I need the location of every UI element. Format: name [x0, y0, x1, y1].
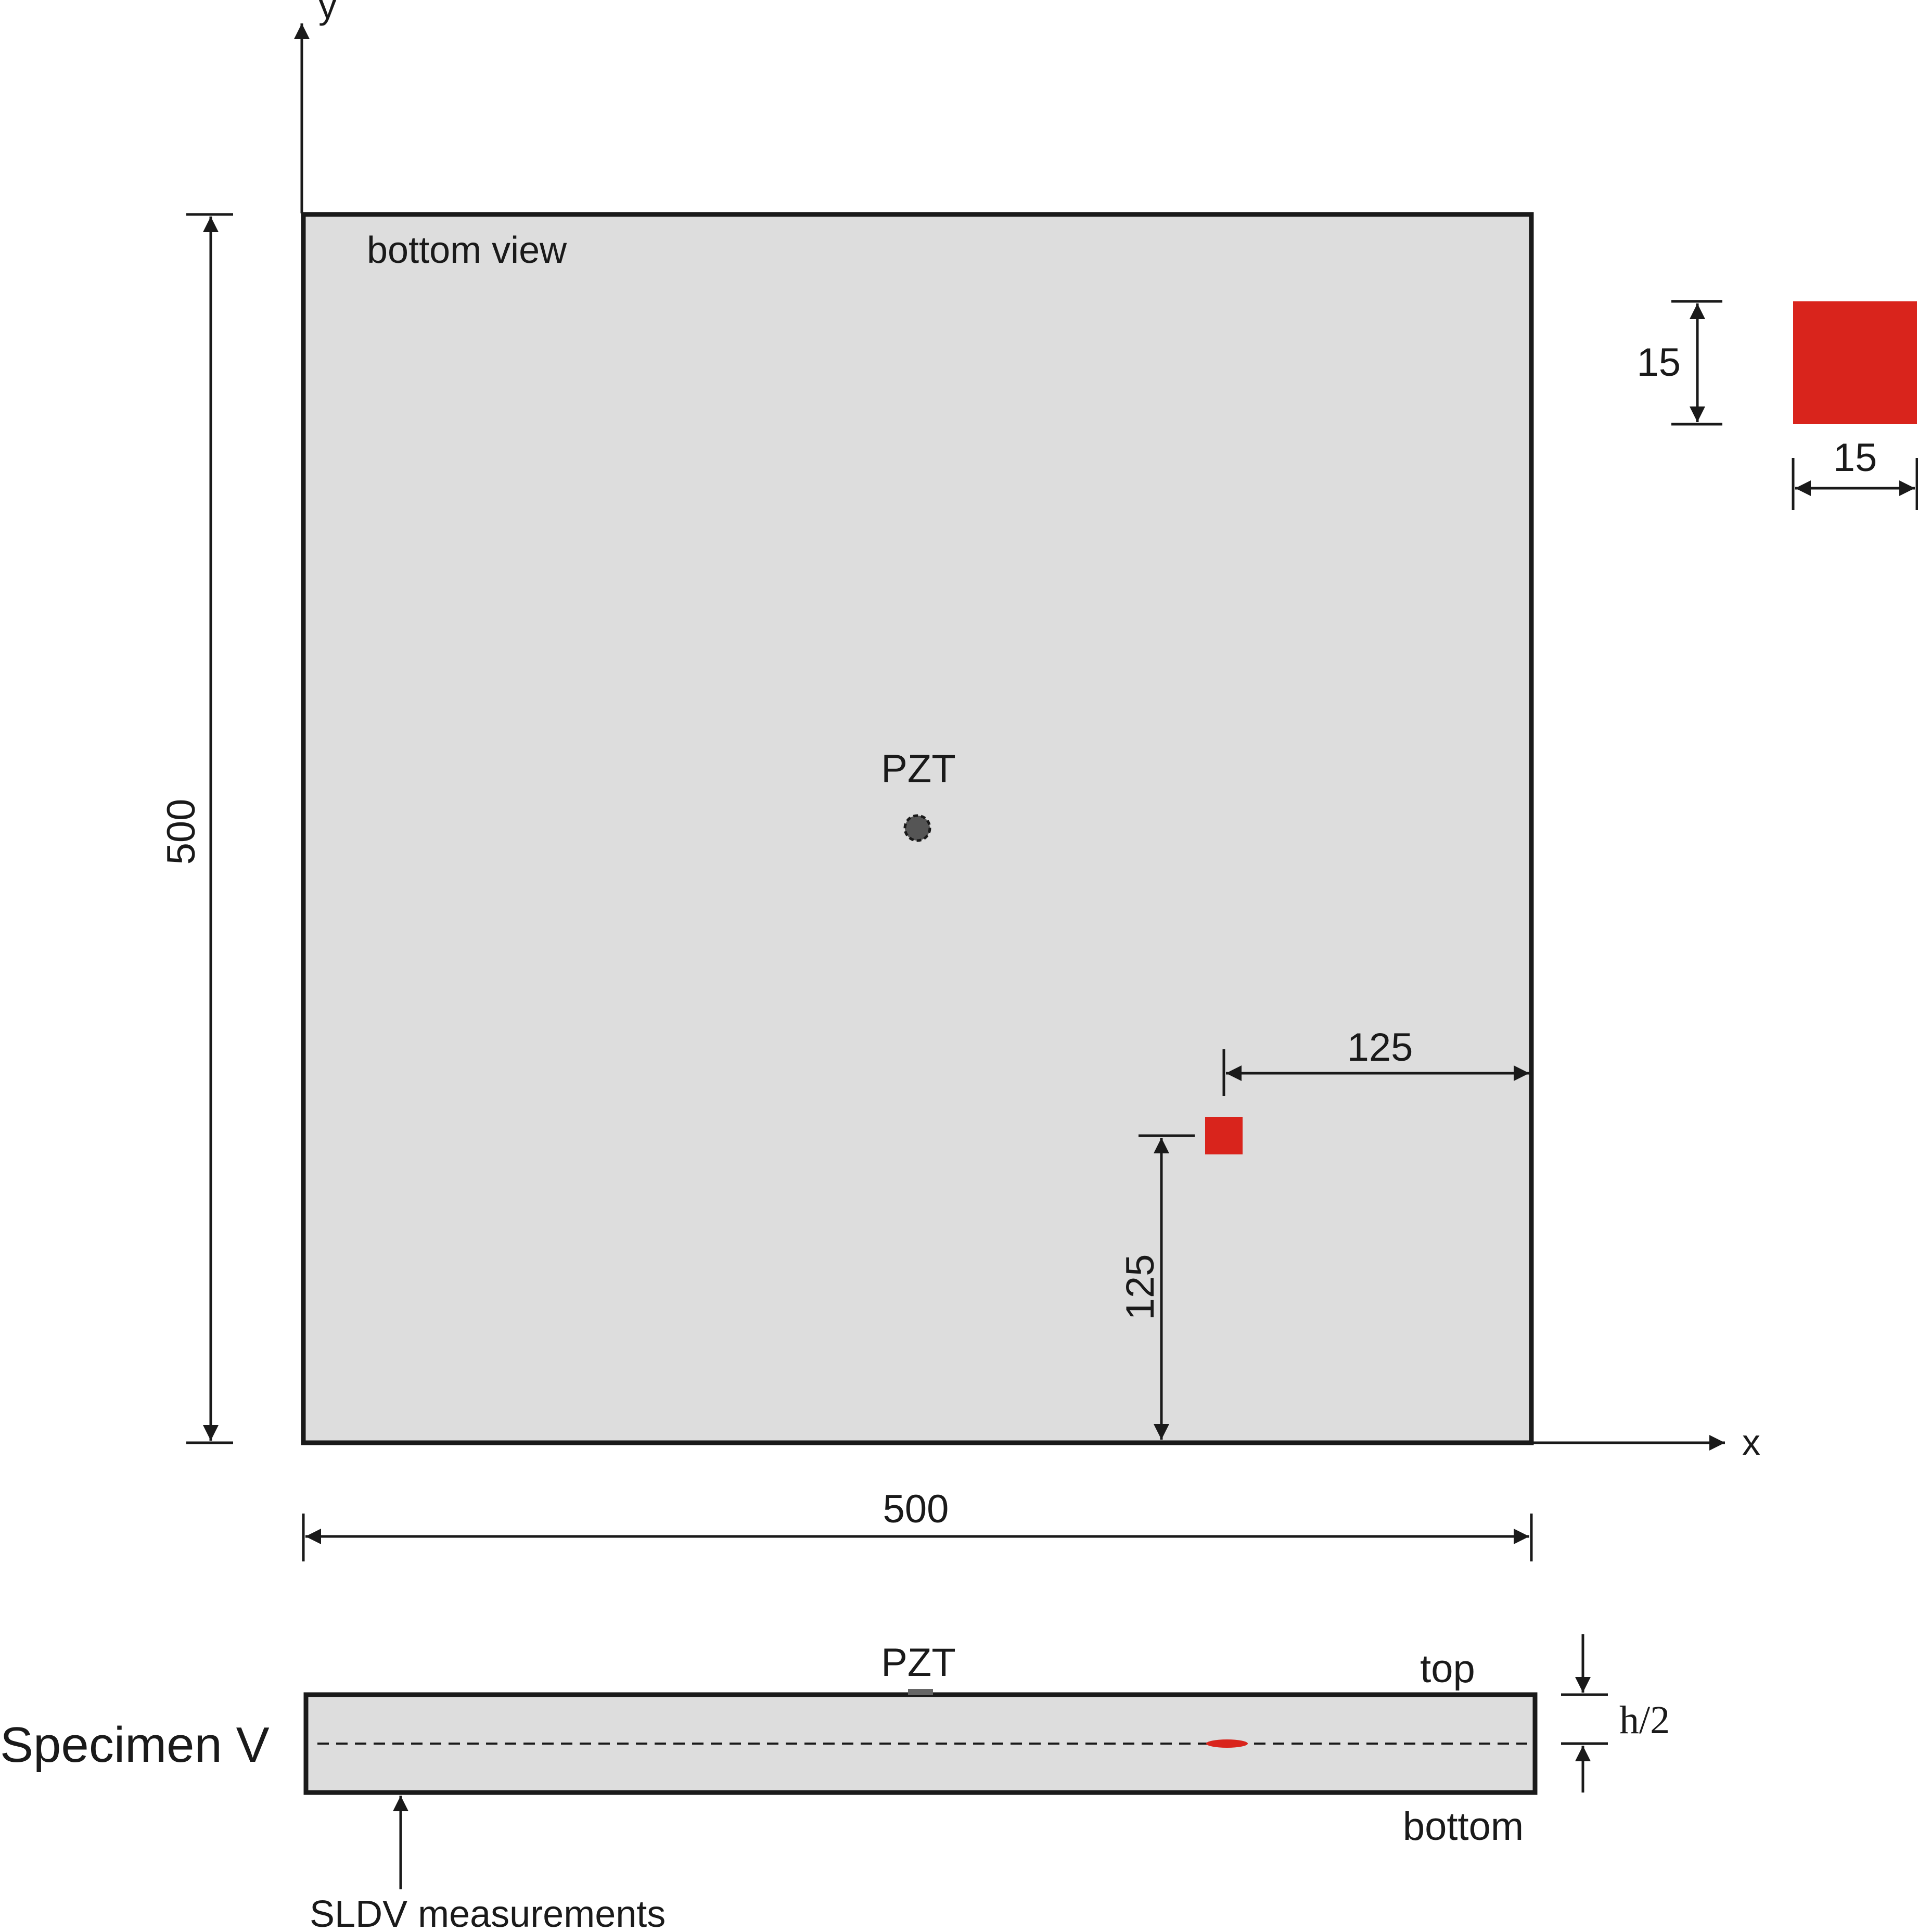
x-axis-label: x — [1742, 1422, 1760, 1463]
y-axis-label: y — [318, 0, 337, 26]
delam-offset-y: 125 — [1118, 1254, 1162, 1320]
pzt-label: PZT — [881, 747, 956, 791]
bottom-label: bottom — [1403, 1804, 1524, 1849]
delamination-detail — [1793, 301, 1917, 424]
half-thickness-label: h/2 — [1619, 1698, 1670, 1742]
side-pzt-label: PZT — [881, 1641, 956, 1685]
pzt-side-view — [908, 1689, 933, 1695]
delam-size-width: 15 — [1833, 436, 1877, 480]
specimen-label: Specimen V — [0, 1717, 270, 1773]
sldv-label: SLDV measurements — [310, 1893, 666, 1932]
plate-height: 500 — [159, 799, 203, 865]
delam-offset-x: 125 — [1347, 1025, 1413, 1070]
delamination-top-view — [1205, 1117, 1243, 1154]
top-label: top — [1420, 1647, 1475, 1691]
bottom-view-label: bottom view — [367, 230, 567, 271]
delamination-side-view — [1206, 1739, 1248, 1748]
pzt-sensor — [903, 814, 931, 842]
delam-size-height: 15 — [1636, 340, 1681, 385]
plate-width: 500 — [883, 1487, 949, 1531]
